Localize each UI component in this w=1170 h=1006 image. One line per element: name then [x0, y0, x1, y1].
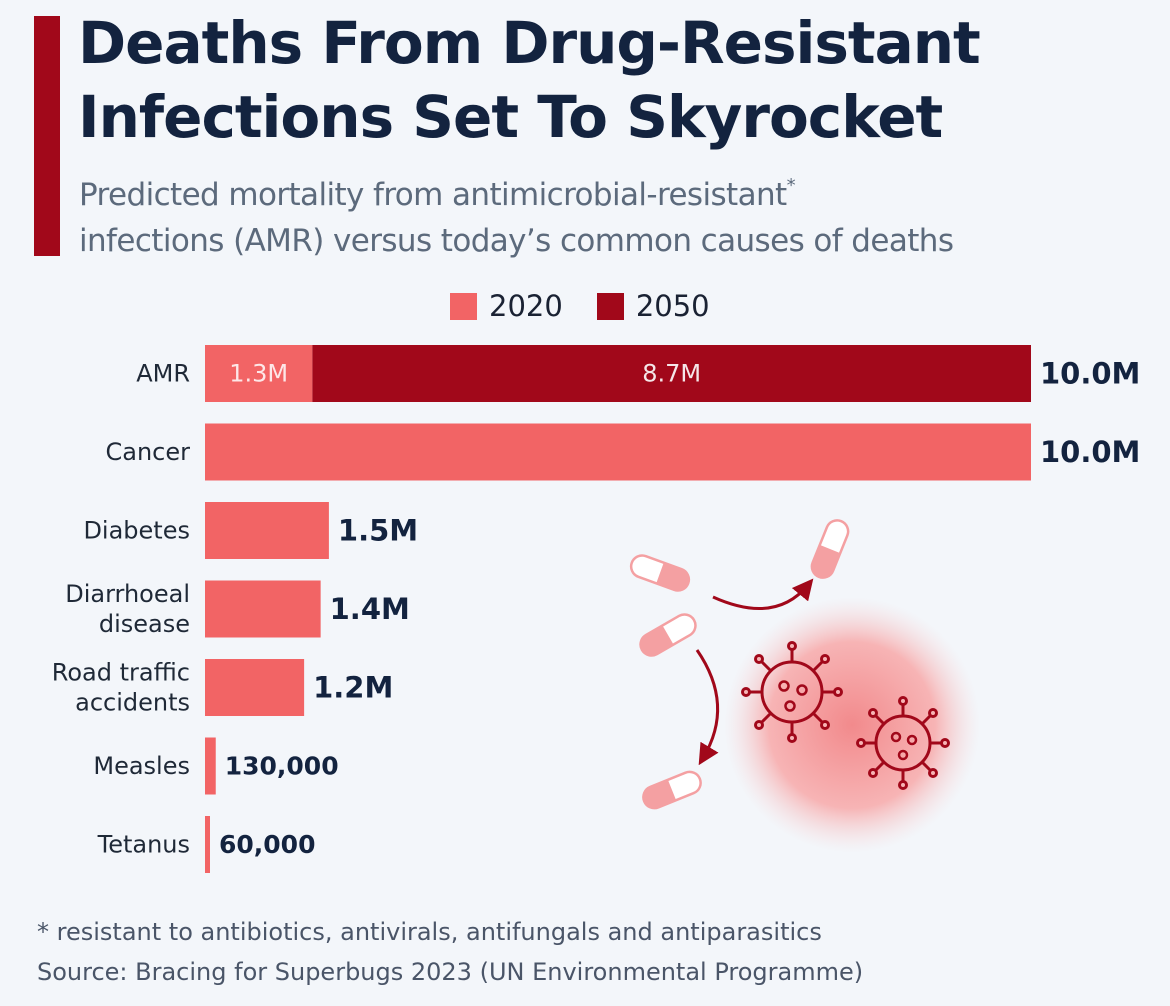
- legend-swatch-2020: [450, 292, 477, 320]
- total-label: 1.5M: [338, 514, 418, 548]
- bar-2020: [205, 502, 329, 559]
- category-label: accidents: [75, 689, 190, 717]
- category-label: disease: [99, 610, 190, 638]
- arrow-icon: [712, 578, 814, 610]
- legend-swatch-2050: [596, 292, 624, 320]
- legend-label-2050: 2050: [635, 289, 710, 323]
- total-label: 130,000: [225, 752, 339, 781]
- virus-icon: [856, 696, 950, 790]
- title-line-2: Infections Set To Skyrocket: [78, 83, 943, 151]
- segment-label: 8.7M: [642, 360, 701, 388]
- category-label: Cancer: [105, 438, 190, 466]
- footnote-text: * resistant to antibiotics, antivirals, …: [37, 918, 822, 946]
- category-label: AMR: [136, 360, 190, 388]
- chart-footer: * resistant to antibiotics, antivirals, …: [37, 912, 863, 992]
- title-line-1: Deaths From Drug-Resistant: [78, 9, 981, 77]
- bar-2020: [205, 423, 1031, 481]
- total-label: 1.2M: [313, 671, 393, 705]
- category-label: Diarrhoeal: [65, 580, 190, 608]
- pill-icon: [629, 554, 691, 592]
- pill-icon: [642, 770, 702, 810]
- total-label: 10.0M: [1040, 435, 1140, 469]
- pill-icon: [639, 613, 697, 657]
- legend-item-2020: 2020: [450, 289, 563, 323]
- source-text: Source: Bracing for Superbugs 2023 (UN E…: [37, 958, 864, 986]
- bar-2050: [312, 345, 1031, 402]
- total-label: 1.4M: [330, 592, 410, 626]
- subtitle-line-2: infections (AMR) versus today’s common c…: [79, 223, 954, 259]
- category-label: Tetanus: [97, 831, 190, 859]
- segment-label: 1.3M: [229, 360, 288, 388]
- chart-title: Deaths From Drug-Resistant Infections Se…: [78, 6, 981, 154]
- bar-2020: [205, 737, 216, 795]
- subtitle-line-1: Predicted mortality from antimicrobial-r…: [79, 177, 787, 213]
- total-label: 10.0M: [1040, 357, 1140, 391]
- arrow-icon: [695, 649, 720, 766]
- subtitle-asterisk: *: [786, 175, 796, 196]
- legend-item-2050: 2050: [596, 289, 710, 323]
- category-label: Measles: [93, 752, 190, 780]
- bar-2020: [205, 345, 313, 402]
- chart-legend: 2020 2050: [450, 288, 744, 324]
- title-accent-bar: [34, 16, 60, 256]
- pill-icon: [810, 519, 850, 579]
- virus-icon: [741, 641, 843, 743]
- total-label: 60,000: [219, 830, 315, 859]
- bar-2020: [205, 659, 305, 716]
- chart-subtitle: Predicted mortality from antimicrobial-r…: [79, 172, 954, 264]
- category-label: Diabetes: [83, 517, 190, 545]
- category-label: Road traffic: [52, 659, 190, 687]
- legend-label-2020: 2020: [489, 289, 563, 323]
- bar-2020: [205, 816, 210, 873]
- bar-2020: [205, 580, 321, 638]
